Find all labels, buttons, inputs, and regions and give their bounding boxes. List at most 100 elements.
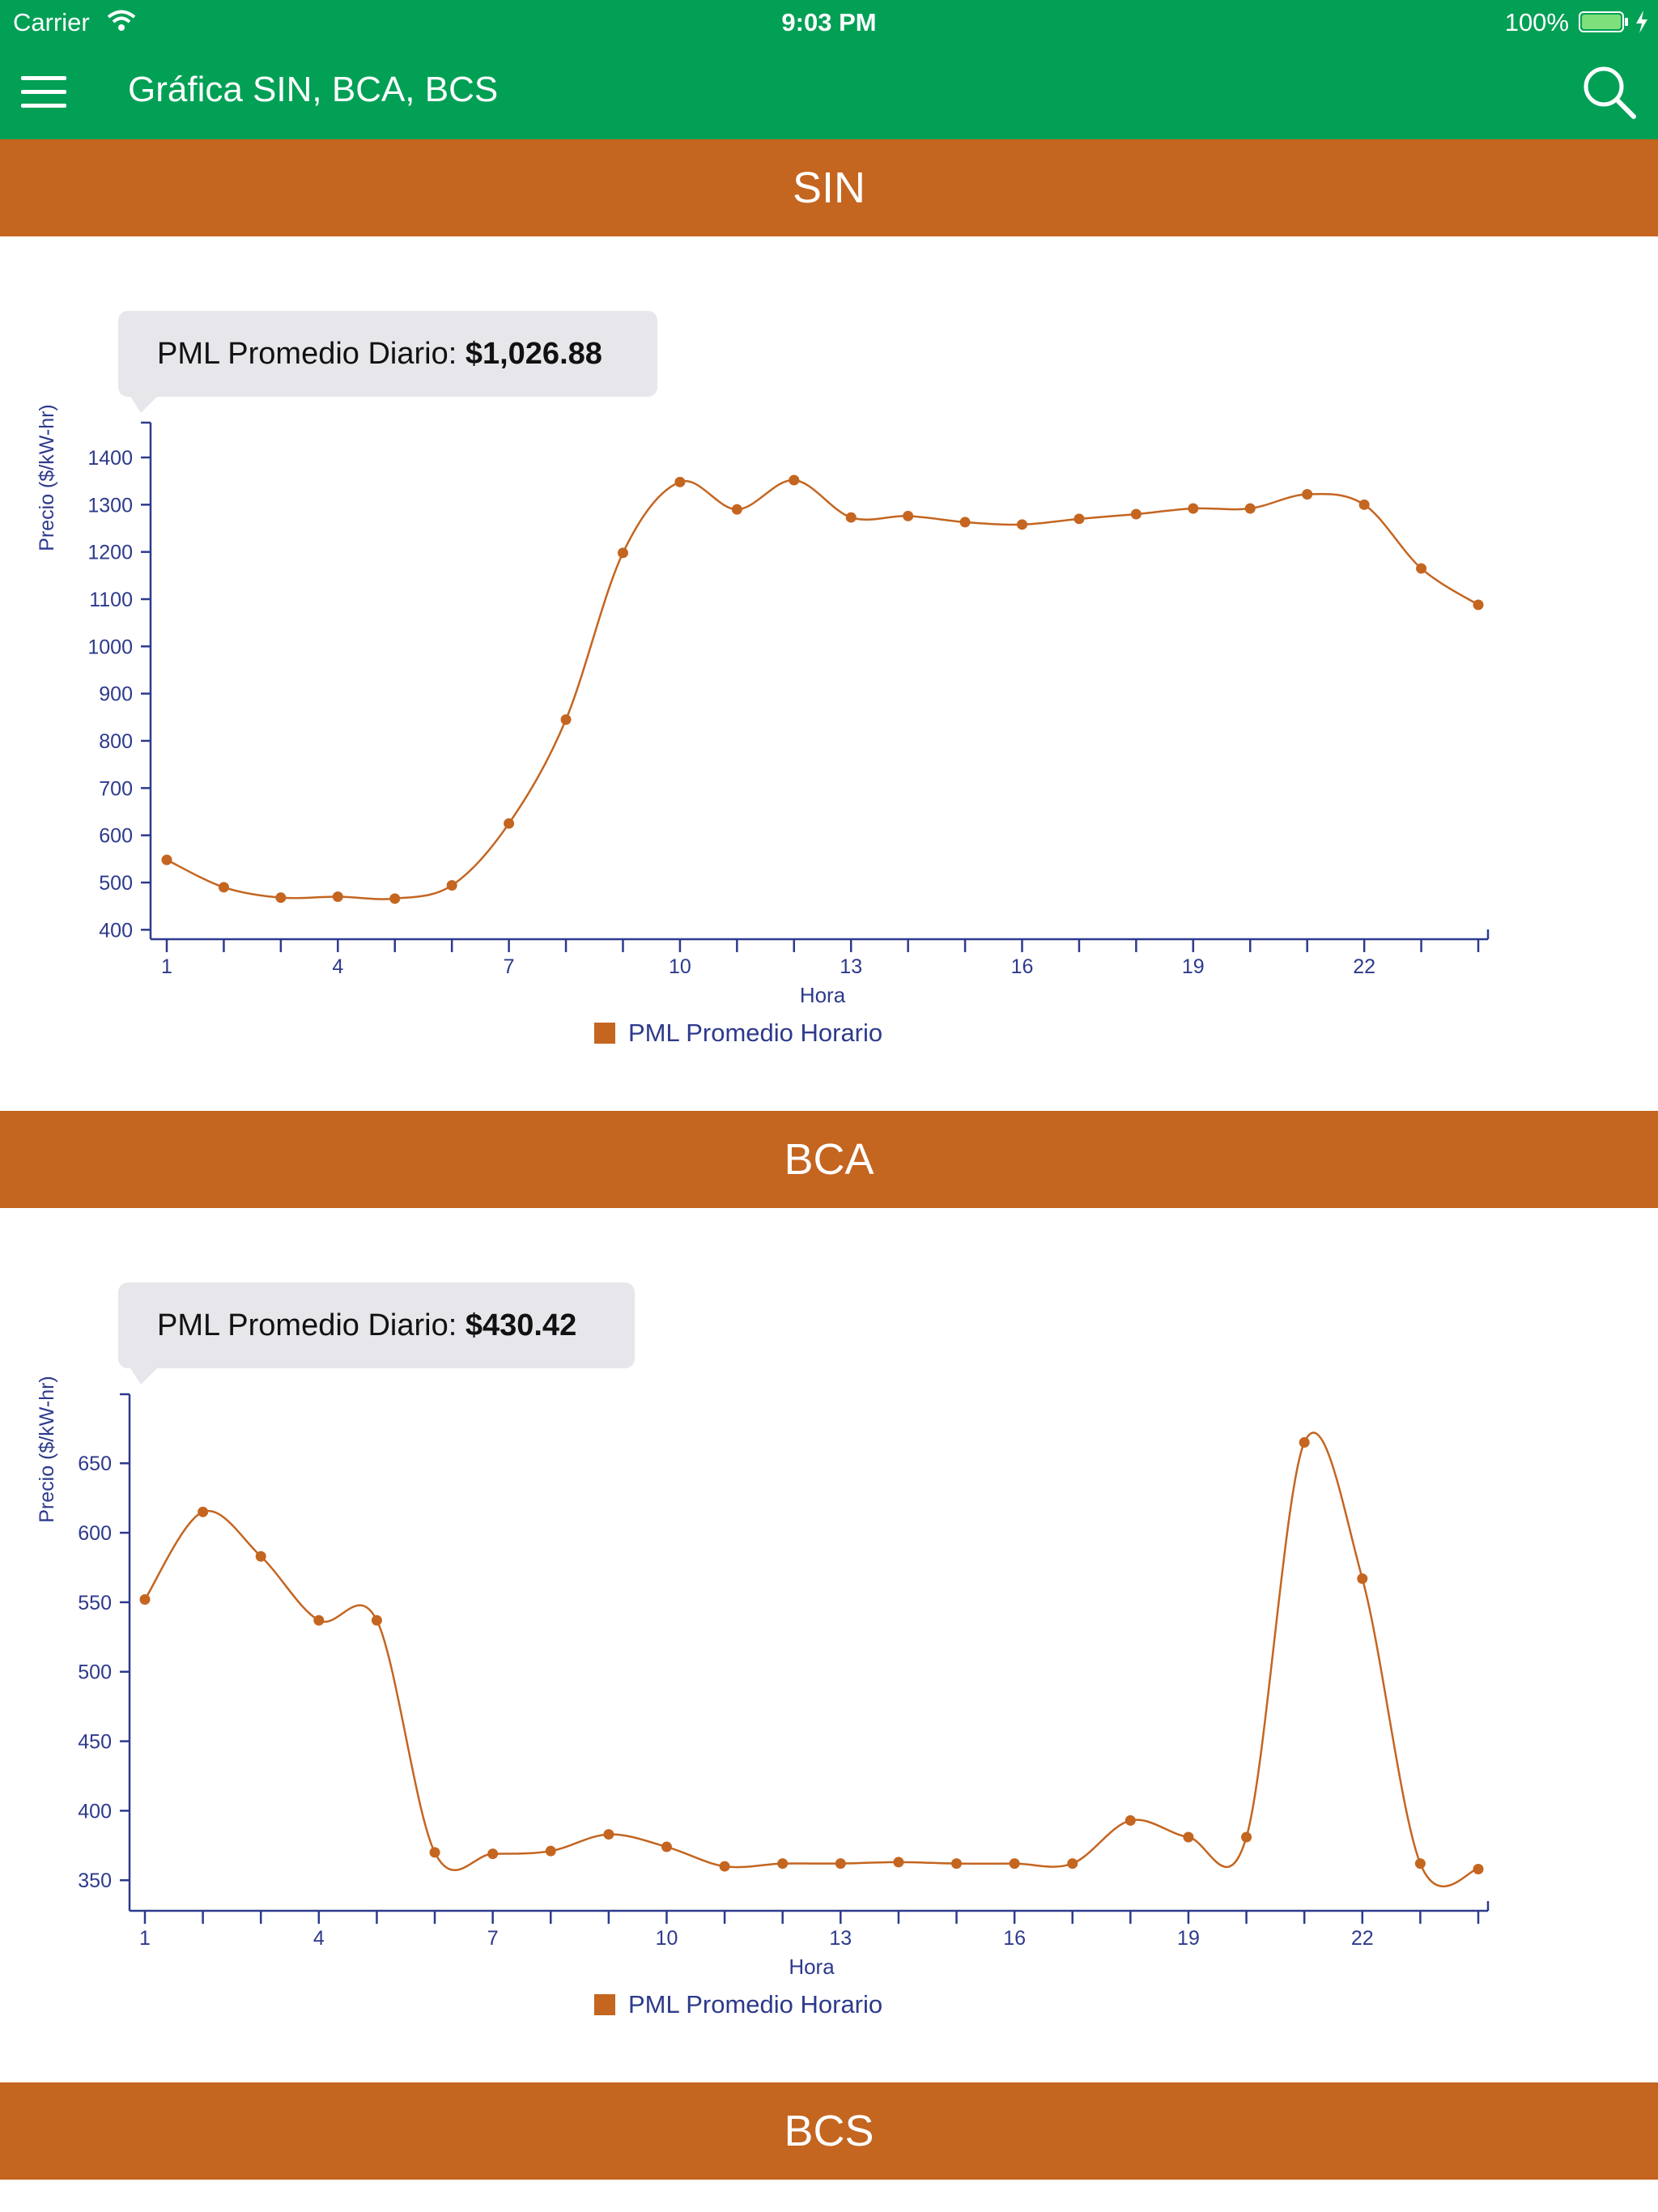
x-tick-label: 1 xyxy=(161,955,172,978)
data-point xyxy=(1183,1831,1194,1843)
x-tick-label: 7 xyxy=(487,1927,499,1950)
chart-sin: PML Promedio Diario: $1,026.88 400 500 600… xyxy=(0,236,1658,1111)
tooltip-tail xyxy=(130,1367,159,1385)
data-point xyxy=(446,880,457,891)
section-title: BCS xyxy=(784,2107,874,2155)
data-point xyxy=(777,1858,789,1870)
x-tick-label: 7 xyxy=(504,955,515,978)
legend-label: PML Promedio Horario xyxy=(628,1990,883,2018)
search-icon[interactable] xyxy=(1580,63,1637,120)
chart-legend: PML Promedio Horario xyxy=(594,1019,882,1048)
y-tick-label: 500 xyxy=(78,1661,112,1684)
data-point xyxy=(1244,503,1256,514)
data-point xyxy=(429,1847,440,1858)
status-bar: Carrier 9:03 PM 100% xyxy=(0,0,1658,45)
x-tick-label: 22 xyxy=(1351,1927,1374,1950)
y-tick-label: 550 xyxy=(78,1592,112,1614)
data-point xyxy=(560,714,572,725)
y-tick-label: 450 xyxy=(78,1731,112,1754)
data-point xyxy=(1357,1573,1368,1585)
data-point xyxy=(255,1551,266,1562)
legend-swatch xyxy=(594,1023,615,1044)
wifi-icon xyxy=(107,10,136,31)
tooltip-label: PML Promedio Diario: xyxy=(157,337,466,371)
chart-bca: PML Promedio Diario: $430.42 350 400 450 50… xyxy=(0,1208,1658,2082)
section-header-sin: SIN xyxy=(0,139,1658,236)
data-point xyxy=(487,1848,499,1860)
x-tick-label: 10 xyxy=(656,1927,678,1950)
data-point xyxy=(371,1614,382,1626)
tooltip-value: $1,026.88 xyxy=(465,337,602,371)
data-point xyxy=(661,1841,672,1853)
data-point xyxy=(719,1861,730,1872)
data-point xyxy=(1124,1814,1136,1826)
y-tick-label: 1400 xyxy=(87,447,133,470)
y-tick-label: 1000 xyxy=(87,636,133,658)
legend-label: PML Promedio Horario xyxy=(628,1019,883,1047)
data-point xyxy=(161,854,172,866)
tooltip-label: PML Promedio Diario: xyxy=(157,1308,466,1342)
data-point xyxy=(1473,599,1484,610)
series-line xyxy=(166,479,1479,900)
x-tick-label: 13 xyxy=(829,1927,852,1950)
y-axis-title: Precio ($/kW-hr) xyxy=(36,1376,58,1523)
y-tick-label: 700 xyxy=(99,777,133,800)
x-tick-label: 4 xyxy=(332,955,343,978)
battery-percent: 100% xyxy=(1504,8,1569,36)
section-title: BCA xyxy=(784,1135,874,1184)
status-time: 9:03 PM xyxy=(781,8,877,36)
tooltip-tail xyxy=(130,395,159,413)
sin-chart-svg: 400 500 600 700 800 900 1000 1100 1200 1300 1400 1 4… xyxy=(36,404,1490,1007)
data-point xyxy=(1299,1436,1310,1448)
charging-icon xyxy=(1636,11,1647,33)
bca-chart-svg: 350 400 450 500 550 600 650 1 4 7 10 13 16 19 22 Hora Pr… xyxy=(36,1376,1490,1979)
carrier-label: Carrier xyxy=(13,8,90,36)
data-point xyxy=(1414,1858,1426,1870)
data-point xyxy=(545,1845,556,1857)
x-tick-label: 22 xyxy=(1353,955,1375,978)
data-point xyxy=(1017,519,1028,530)
battery-icon xyxy=(1579,11,1628,32)
x-tick-label: 1 xyxy=(139,1927,151,1950)
data-point xyxy=(1416,563,1427,574)
y-tick-label: 800 xyxy=(99,730,133,753)
data-point xyxy=(603,1829,614,1840)
data-point xyxy=(845,512,857,523)
data-point xyxy=(139,1593,151,1605)
data-point xyxy=(1358,499,1370,510)
data-point xyxy=(218,882,229,893)
hamburger-menu-icon[interactable] xyxy=(21,74,66,110)
y-tick-label: 600 xyxy=(78,1522,112,1545)
data-point xyxy=(389,893,401,904)
data-point xyxy=(903,510,914,521)
data-point xyxy=(1067,1858,1078,1870)
data-point xyxy=(893,1857,904,1868)
series-line xyxy=(143,1431,1479,1887)
x-tick-label: 4 xyxy=(313,1927,325,1950)
data-point xyxy=(332,891,343,902)
data-point xyxy=(959,517,971,528)
x-tick-label: 19 xyxy=(1177,1927,1200,1950)
data-point xyxy=(951,1858,963,1870)
data-point xyxy=(1302,489,1313,500)
y-tick-label: 900 xyxy=(99,683,133,706)
x-axis-title: Hora xyxy=(800,983,846,1007)
x-tick-label: 16 xyxy=(1003,1927,1026,1950)
data-point xyxy=(617,547,628,559)
data-point xyxy=(198,1506,209,1517)
y-tick-label: 1100 xyxy=(89,589,133,611)
y-tick-label: 500 xyxy=(99,872,133,895)
tooltip-value: $430.42 xyxy=(465,1308,577,1342)
x-tick-label: 10 xyxy=(669,955,691,978)
x-tick-label: 16 xyxy=(1011,955,1034,978)
data-point xyxy=(1188,503,1199,514)
data-point xyxy=(1073,513,1085,525)
data-point xyxy=(1473,1864,1484,1875)
data-point xyxy=(1009,1858,1020,1870)
data-point xyxy=(504,818,515,829)
section-title: SIN xyxy=(792,164,866,212)
chart-legend: PML Promedio Horario xyxy=(594,1990,882,2019)
data-point xyxy=(674,476,686,487)
data-point xyxy=(731,504,742,515)
section-header-bca: BCA xyxy=(0,1111,1658,1208)
